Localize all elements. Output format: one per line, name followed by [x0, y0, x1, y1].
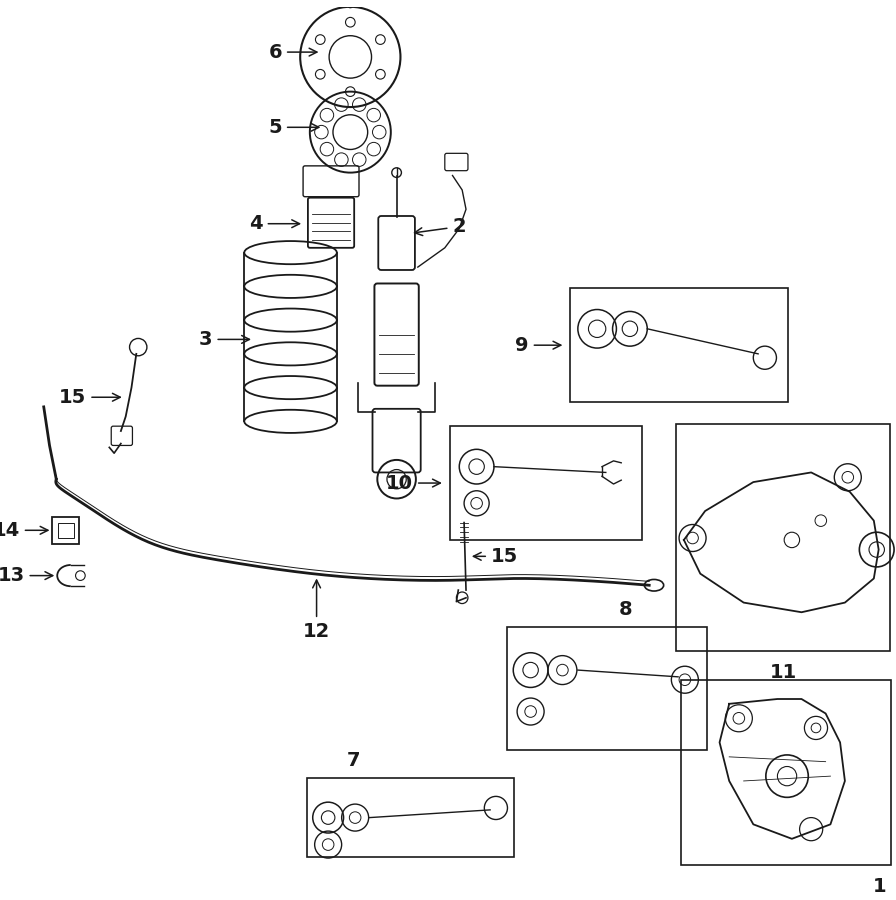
Bar: [506, 626, 707, 750]
Bar: [676, 424, 891, 651]
Bar: [681, 680, 892, 865]
Text: 10: 10: [386, 473, 440, 492]
Text: 15: 15: [473, 547, 518, 566]
Text: 14: 14: [0, 521, 48, 540]
Text: 5: 5: [268, 118, 319, 137]
Bar: [450, 427, 642, 540]
Text: 15: 15: [59, 388, 120, 407]
Text: 12: 12: [303, 580, 331, 641]
Text: 11: 11: [770, 662, 797, 681]
Text: 6: 6: [268, 42, 317, 61]
Text: 13: 13: [0, 566, 53, 585]
Text: 3: 3: [199, 330, 249, 349]
Bar: [570, 288, 788, 402]
Text: 1: 1: [873, 877, 886, 896]
Text: 9: 9: [515, 336, 561, 355]
Text: 2: 2: [415, 217, 466, 236]
Text: 8: 8: [619, 599, 633, 619]
Bar: [307, 778, 514, 857]
Text: 4: 4: [249, 214, 299, 233]
Text: 7: 7: [347, 752, 360, 770]
